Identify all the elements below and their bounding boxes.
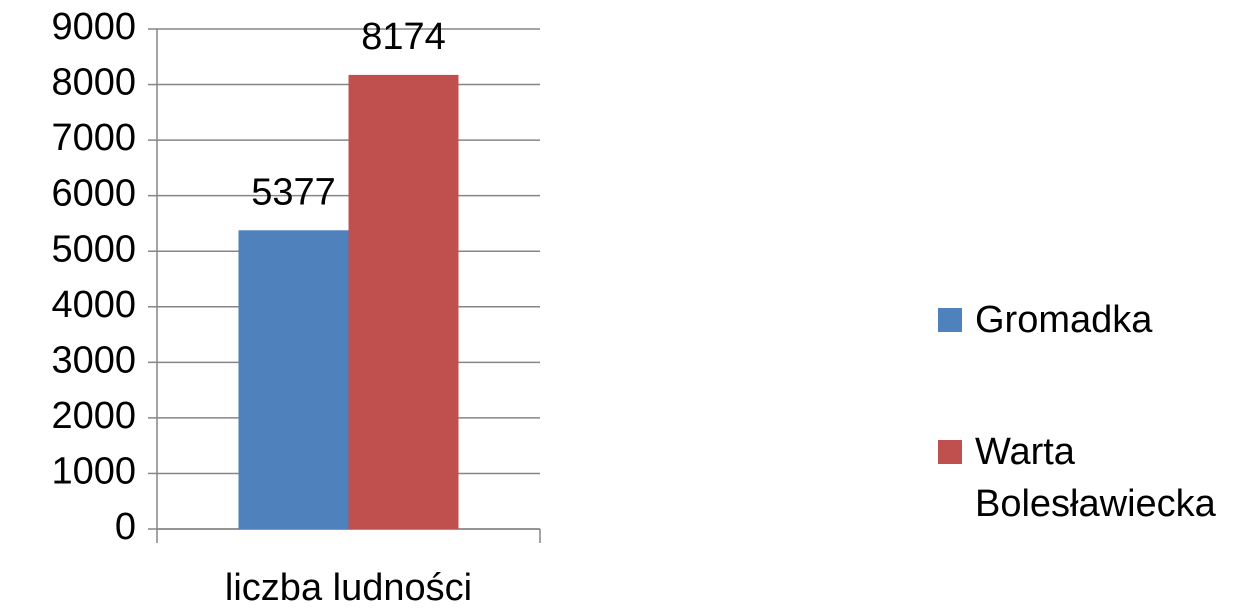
x-tick-label: liczba ludności: [225, 567, 472, 609]
y-tick-label: 7000: [51, 117, 136, 159]
y-tick-label: 1000: [51, 450, 136, 492]
bar: [348, 74, 459, 529]
y-tick-label: 8000: [51, 62, 136, 104]
legend-swatch: [938, 308, 962, 332]
legend-label: Gromadka: [975, 299, 1153, 341]
legend-swatch: [938, 440, 962, 464]
y-tick-label: 4000: [51, 284, 136, 326]
y-tick-label: 5000: [51, 228, 136, 270]
legend-label: Warta Bolesławiecka: [975, 431, 1216, 525]
data-label: 8174: [361, 16, 446, 58]
y-tick-label: 3000: [51, 339, 136, 381]
bar: [238, 230, 349, 529]
y-tick-label: 2000: [51, 395, 136, 437]
y-tick-label: 6000: [51, 173, 136, 215]
y-tick-label: 0: [115, 506, 136, 548]
y-tick-label: 9000: [51, 6, 136, 48]
data-label: 5377: [251, 171, 336, 213]
